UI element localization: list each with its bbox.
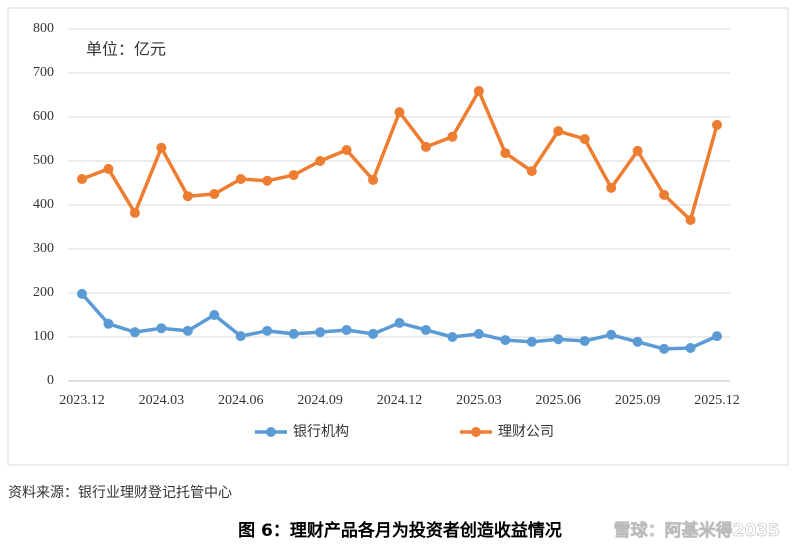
y-tick-label: 600: [33, 109, 54, 124]
data-point: [77, 288, 87, 299]
data-point: [235, 331, 246, 342]
data-point: [447, 131, 458, 142]
data-point: [606, 182, 617, 193]
data-point: [606, 329, 617, 340]
figure-caption: 图 6：理财产品各月为投资者创造收益情况: [238, 520, 562, 541]
watermark: 雪球：阿基米得2035: [614, 520, 780, 541]
legend-marker: [266, 427, 276, 437]
data-point: [420, 324, 431, 335]
data-point: [685, 214, 696, 225]
data-point: [262, 325, 273, 336]
data-point: [500, 148, 511, 159]
data-point: [553, 126, 564, 137]
data-point: [659, 343, 670, 354]
y-tick-label: 400: [33, 197, 54, 212]
data-point: [262, 175, 273, 186]
x-tick-label: 2023.12: [59, 393, 105, 408]
y-tick-label: 200: [33, 285, 54, 300]
data-point: [288, 170, 299, 181]
y-tick-label: 100: [33, 329, 54, 344]
data-point: [579, 335, 590, 346]
data-point: [420, 141, 431, 152]
x-tick-label: 2024.06: [218, 393, 264, 408]
data-point: [579, 134, 590, 144]
legend-marker: [471, 427, 481, 437]
data-point: [500, 335, 511, 346]
data-point: [526, 336, 537, 347]
chart-frame: [7, 7, 789, 466]
y-tick-label: 300: [33, 241, 54, 256]
legend-label: 银行机构: [293, 424, 349, 440]
data-point: [632, 145, 643, 156]
data-point: [712, 331, 722, 342]
x-tick-label: 2025.03: [456, 393, 502, 408]
data-point: [341, 145, 352, 155]
data-point: [394, 107, 405, 118]
x-tick-label: 2024.12: [377, 393, 423, 408]
data-point: [368, 328, 379, 339]
source-note: 资料来源：银行业理财登记托管中心: [8, 485, 232, 501]
data-point: [315, 327, 326, 338]
data-point: [553, 334, 564, 345]
data-point: [235, 174, 246, 185]
y-tick-label: 700: [33, 65, 54, 80]
data-point: [129, 207, 140, 218]
data-point: [209, 310, 220, 320]
data-point: [473, 86, 484, 97]
data-point: [209, 189, 220, 199]
x-tick-label: 2024.09: [297, 393, 343, 408]
unit-annotation: 单位：亿元: [86, 40, 166, 59]
data-point: [659, 189, 670, 200]
data-point: [315, 156, 326, 166]
data-point: [182, 325, 193, 336]
data-point: [712, 119, 722, 130]
data-point: [103, 163, 114, 174]
data-point: [368, 174, 379, 185]
x-tick-label: 2025.06: [536, 393, 582, 408]
data-point: [129, 327, 140, 338]
x-tick-label: 2025.09: [615, 393, 661, 408]
data-point: [526, 166, 537, 177]
y-tick-label: 800: [33, 21, 54, 36]
data-point: [685, 343, 696, 353]
x-tick-label: 2024.03: [139, 393, 185, 408]
data-point: [473, 328, 484, 339]
data-point: [447, 332, 458, 342]
data-point: [394, 317, 405, 328]
x-tick-label: 2025.12: [694, 393, 740, 408]
y-tick-label: 500: [33, 153, 54, 168]
data-point: [156, 142, 167, 153]
data-point: [288, 328, 299, 339]
legend-label: 理财公司: [498, 424, 554, 440]
data-point: [156, 323, 167, 334]
data-point: [103, 318, 114, 329]
data-point: [341, 324, 352, 335]
data-point: [632, 336, 643, 347]
data-point: [77, 174, 87, 185]
y-tick-label: 0: [47, 373, 54, 388]
data-point: [182, 191, 193, 202]
